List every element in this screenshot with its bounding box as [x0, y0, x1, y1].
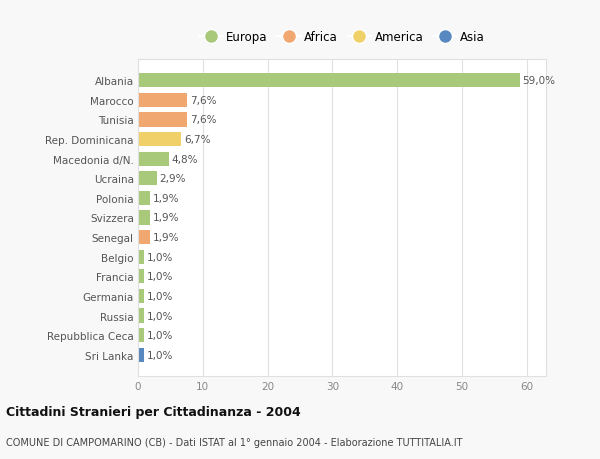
Text: 1,9%: 1,9%	[153, 233, 179, 242]
Bar	[138, 74, 520, 88]
Text: 2,9%: 2,9%	[160, 174, 186, 184]
Bar	[138, 133, 181, 147]
Bar	[138, 94, 187, 108]
Bar	[138, 152, 169, 167]
Bar	[138, 172, 157, 186]
Text: 1,9%: 1,9%	[153, 213, 179, 223]
Bar	[138, 230, 151, 245]
Bar	[138, 289, 145, 303]
Bar	[138, 309, 145, 323]
Text: 1,0%: 1,0%	[147, 252, 173, 262]
Text: 4,8%: 4,8%	[172, 154, 198, 164]
Text: Cittadini Stranieri per Cittadinanza - 2004: Cittadini Stranieri per Cittadinanza - 2…	[6, 405, 301, 419]
Text: 1,0%: 1,0%	[147, 330, 173, 341]
Text: 7,6%: 7,6%	[190, 115, 217, 125]
Text: 1,0%: 1,0%	[147, 291, 173, 301]
Text: COMUNE DI CAMPOMARINO (CB) - Dati ISTAT al 1° gennaio 2004 - Elaborazione TUTTIT: COMUNE DI CAMPOMARINO (CB) - Dati ISTAT …	[6, 437, 463, 447]
Legend: Europa, Africa, America, Asia: Europa, Africa, America, Asia	[196, 28, 488, 48]
Text: 1,0%: 1,0%	[147, 272, 173, 282]
Bar	[138, 250, 145, 264]
Text: 1,9%: 1,9%	[153, 194, 179, 203]
Bar	[138, 113, 187, 127]
Bar	[138, 211, 151, 225]
Bar	[138, 191, 151, 206]
Text: 59,0%: 59,0%	[523, 76, 556, 86]
Text: 1,0%: 1,0%	[147, 311, 173, 321]
Bar	[138, 348, 145, 362]
Bar	[138, 269, 145, 284]
Text: 6,7%: 6,7%	[184, 135, 211, 145]
Text: 7,6%: 7,6%	[190, 95, 217, 106]
Bar	[138, 328, 145, 342]
Text: 1,0%: 1,0%	[147, 350, 173, 360]
